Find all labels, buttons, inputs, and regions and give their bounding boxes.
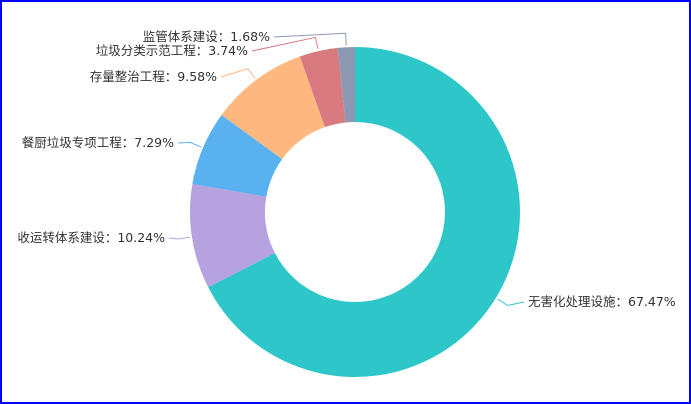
slice-label-2: 餐厨垃圾专项工程：7.29% [22,135,174,150]
slice-label-4: 垃圾分类示范工程：3.74% [96,43,248,58]
leader-line-0 [497,298,525,306]
slice-2[interactable] [192,115,283,197]
slice-label-3: 存量整治工程：9.58% [90,69,217,84]
slice-3[interactable] [221,56,325,160]
slice-1[interactable] [190,184,275,288]
leader-line-4 [251,36,319,52]
leader-line-5 [273,32,347,46]
slice-label-5: 监管体系建设：1.68% [143,29,270,44]
leader-line-2 [177,141,202,148]
slice-0[interactable] [208,47,521,378]
slice-label-1: 收运转体系建设：10.24% [17,230,165,245]
leader-line-1 [168,236,190,240]
slice-4[interactable] [299,47,346,128]
slice-5[interactable] [337,47,355,123]
leader-line-3 [220,68,256,79]
slice-label-0: 无害化处理设施：67.47% [528,294,676,309]
